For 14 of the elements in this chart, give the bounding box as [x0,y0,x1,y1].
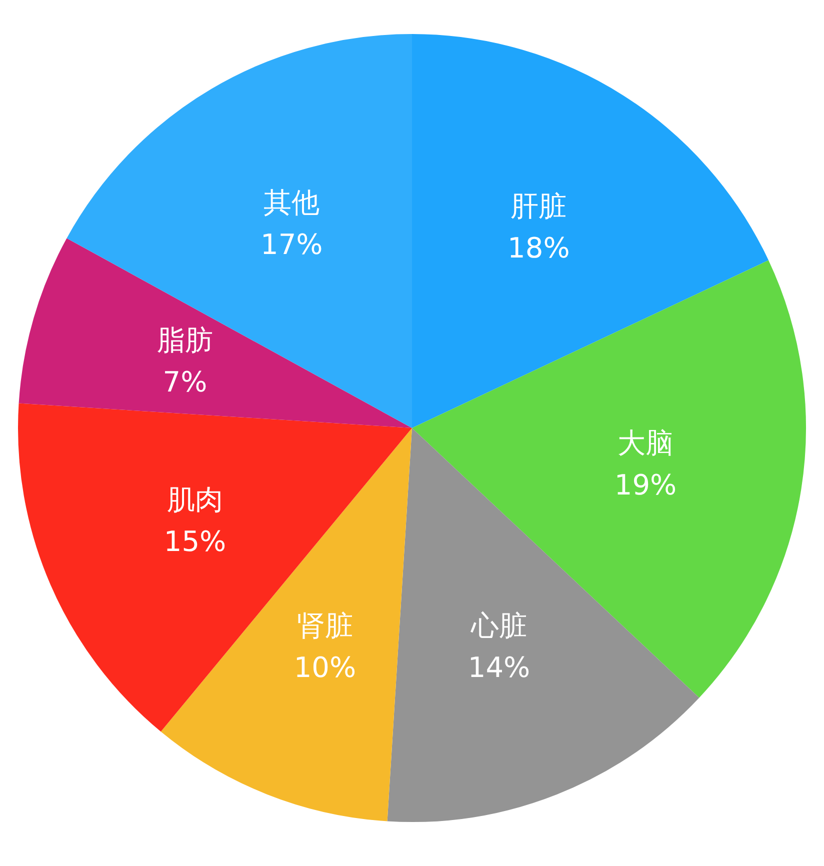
data-label: 19% [614,468,677,502]
data-label: 10% [294,651,356,684]
data-label: 7% [162,365,208,398]
data-label: 14% [468,651,530,684]
slice-label: 心脏 [470,609,528,642]
data-label: 15% [164,525,226,558]
slice-label: 脂肪 [156,323,213,356]
data-label: 18% [508,232,570,265]
slice-label: 肌肉 [167,483,224,516]
slice-label: 肝脏 [510,190,567,223]
slice-label: 肾脏 [296,609,353,642]
slice-label: 其他 [264,186,320,219]
data-label: 17% [260,228,323,261]
slice-label: 大脑 [617,426,674,460]
